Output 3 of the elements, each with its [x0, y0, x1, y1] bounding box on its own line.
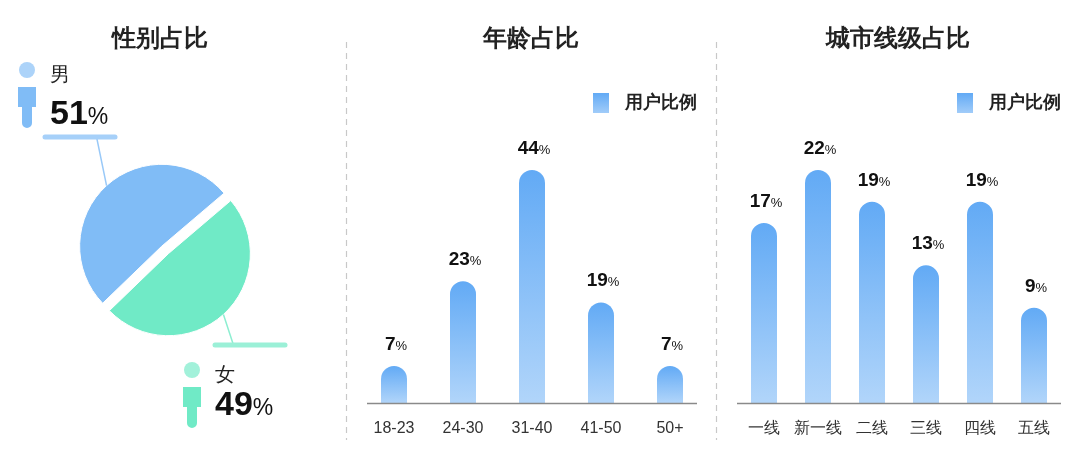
title: 城市线级占比 — [826, 24, 970, 52]
title: 性别占比 — [112, 24, 208, 52]
title: 年龄占比 — [483, 24, 579, 52]
